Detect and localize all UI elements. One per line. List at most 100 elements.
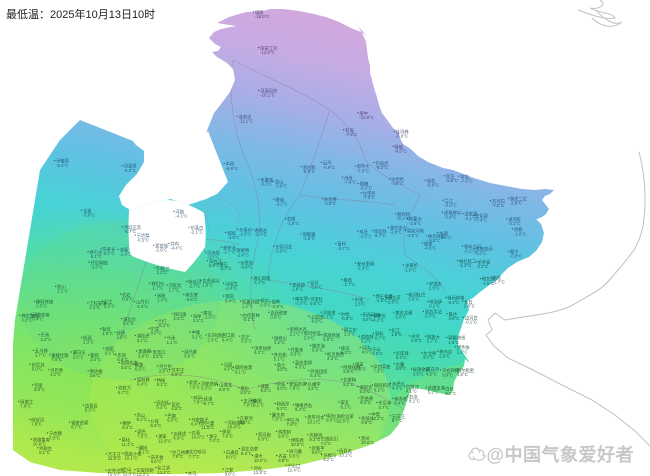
svg-text:-5.3°C: -5.3°C	[260, 182, 272, 187]
svg-text:-0.9°C: -0.9°C	[310, 318, 322, 323]
svg-text:9.6°C: 9.6°C	[326, 418, 337, 423]
svg-text:5.2°C: 5.2°C	[156, 405, 167, 410]
svg-text:-0.8°C: -0.8°C	[272, 304, 284, 309]
svg-text:8.0°C: 8.0°C	[226, 454, 237, 459]
svg-text:3.5°C: 3.5°C	[413, 371, 424, 376]
svg-text:-0.2°C: -0.2°C	[158, 323, 170, 328]
svg-text:5.7°C: 5.7°C	[427, 338, 438, 343]
svg-text:-7.3°C: -7.3°C	[363, 195, 375, 200]
svg-text:2.0°C: 2.0°C	[344, 331, 355, 336]
svg-text:-0.6°C: -0.6°C	[185, 297, 197, 302]
svg-text:-2.7°C: -2.7°C	[223, 249, 235, 254]
svg-text:-7.6°C: -7.6°C	[345, 132, 357, 137]
svg-text:3.0°C: 3.0°C	[442, 372, 453, 377]
svg-text:-9.2°C: -9.2°C	[360, 186, 372, 191]
svg-text:8.3°C: 8.3°C	[241, 451, 252, 456]
svg-text:7.9°C: 7.9°C	[172, 454, 183, 459]
svg-text:13.8°C: 13.8°C	[254, 470, 267, 475]
svg-text:-2.4°C: -2.4°C	[254, 232, 266, 237]
svg-text:9.2°C: 9.2°C	[309, 437, 320, 442]
svg-text:9.6°C: 9.6°C	[312, 450, 323, 455]
svg-text:9.5°C: 9.5°C	[289, 453, 300, 458]
svg-text:6.5°C: 6.5°C	[426, 371, 437, 376]
svg-text:2.1°C: 2.1°C	[290, 331, 301, 336]
svg-text:1.5°C: 1.5°C	[36, 304, 47, 309]
svg-text:9.8°C: 9.8°C	[225, 471, 236, 476]
svg-text:1.7°C: 1.7°C	[35, 353, 46, 358]
svg-text:7.0°C: 7.0°C	[209, 438, 220, 443]
svg-text:-0.1°C: -0.1°C	[243, 317, 255, 322]
svg-text:3.5°C: 3.5°C	[121, 365, 132, 370]
svg-text:6.8°C: 6.8°C	[173, 435, 184, 440]
svg-text:-6.9°C: -6.9°C	[396, 134, 408, 139]
svg-text:3.8°C: 3.8°C	[138, 353, 149, 358]
svg-text:2.8°C: 2.8°C	[388, 300, 399, 305]
svg-text:0.5°C: 0.5°C	[270, 315, 281, 320]
svg-text:4.3°C: 4.3°C	[254, 350, 265, 355]
svg-text:10.0°C: 10.0°C	[254, 458, 267, 463]
svg-text:-0.1°C: -0.1°C	[465, 320, 477, 325]
svg-text:-1.3°C: -1.3°C	[376, 298, 388, 303]
svg-text:1.8°C: 1.8°C	[292, 287, 303, 292]
svg-text:10.5°C: 10.5°C	[108, 473, 121, 476]
svg-text:-1.4°C: -1.4°C	[459, 263, 471, 268]
svg-text:0.4°C: 0.4°C	[222, 337, 233, 342]
svg-text:6.8°C: 6.8°C	[258, 437, 269, 442]
svg-text:-6.2°C: -6.2°C	[56, 163, 68, 168]
svg-text:-8.3°C: -8.3°C	[376, 165, 388, 170]
svg-text:-0.3°C: -0.3°C	[447, 300, 459, 305]
svg-text:0.1°C: 0.1°C	[478, 264, 489, 269]
svg-text:8.4°C: 8.4°C	[295, 407, 306, 412]
svg-text:6.1°C: 6.1°C	[235, 369, 246, 374]
svg-text:8.1°C: 8.1°C	[253, 403, 264, 408]
svg-text:-7.4°C: -7.4°C	[475, 218, 487, 223]
svg-text:10.6°C: 10.6°C	[361, 440, 374, 445]
svg-text:9.1°C: 9.1°C	[137, 417, 148, 422]
svg-text:-1.3°C: -1.3°C	[203, 315, 215, 320]
svg-text:3.1°C: 3.1°C	[192, 334, 203, 339]
svg-text:-6.8°C: -6.8°C	[427, 182, 439, 187]
svg-text:7.8°C: 7.8°C	[31, 422, 42, 427]
svg-text:1.4°C: 1.4°C	[157, 297, 168, 302]
svg-text:-4.1°C: -4.1°C	[275, 202, 287, 207]
svg-text:1.2°C: 1.2°C	[274, 340, 285, 345]
svg-text:8.6°C: 8.6°C	[151, 459, 162, 464]
svg-text:4.9°C: 4.9°C	[372, 351, 383, 356]
svg-text:9.2°C: 9.2°C	[323, 457, 334, 462]
svg-text:7.7°C: 7.7°C	[189, 454, 200, 459]
svg-text:4.7°C: 4.7°C	[378, 405, 389, 410]
svg-text:4.5°C: 4.5°C	[323, 337, 334, 342]
svg-text:9.8°C: 9.8°C	[278, 458, 289, 463]
svg-text:4.3°C: 4.3°C	[327, 356, 338, 361]
svg-text:4.3°C: 4.3°C	[295, 365, 306, 370]
svg-text:3.3°C: 3.3°C	[408, 297, 419, 302]
svg-text:0.6°C: 0.6°C	[363, 317, 374, 322]
svg-text:0.1°C: 0.1°C	[429, 304, 440, 309]
svg-text:13.3°C: 13.3°C	[136, 472, 149, 476]
svg-text:-5.1°C: -5.1°C	[90, 254, 102, 259]
svg-text:10.1°C: 10.1°C	[307, 419, 320, 424]
svg-text:11.5°C: 11.5°C	[201, 425, 214, 430]
svg-text:3.2°C: 3.2°C	[308, 386, 319, 391]
svg-text:3.8°C: 3.8°C	[34, 387, 45, 392]
svg-text:-2.9°C: -2.9°C	[155, 248, 167, 253]
svg-text:-5.6°C: -5.6°C	[83, 213, 95, 218]
svg-text:1.1°C: 1.1°C	[167, 340, 178, 345]
svg-text:6.5°C: 6.5°C	[151, 423, 162, 428]
svg-text:6.7°C: 6.7°C	[118, 390, 129, 395]
svg-text:10.1°C: 10.1°C	[124, 455, 137, 460]
svg-text:8.1°C: 8.1°C	[39, 450, 50, 455]
svg-text:1.9°C: 1.9°C	[391, 332, 402, 337]
svg-text:10.6°C: 10.6°C	[191, 435, 204, 440]
svg-text:11.4°C: 11.4°C	[122, 442, 135, 447]
svg-text:12.0°C: 12.0°C	[158, 438, 171, 443]
svg-text:3.3°C: 3.3°C	[201, 386, 212, 391]
svg-text:-10.1°C: -10.1°C	[260, 93, 275, 98]
svg-text:-11.1°C: -11.1°C	[239, 119, 253, 124]
svg-text:2.3°C: 2.3°C	[83, 340, 94, 345]
svg-text:-4.6°C: -4.6°C	[391, 181, 403, 186]
svg-text:1.9°C: 1.9°C	[429, 286, 440, 291]
svg-text:1.2°C: 1.2°C	[457, 349, 468, 354]
svg-text:-9.5°C: -9.5°C	[394, 149, 406, 154]
svg-text:-3.7°C: -3.7°C	[337, 246, 349, 251]
